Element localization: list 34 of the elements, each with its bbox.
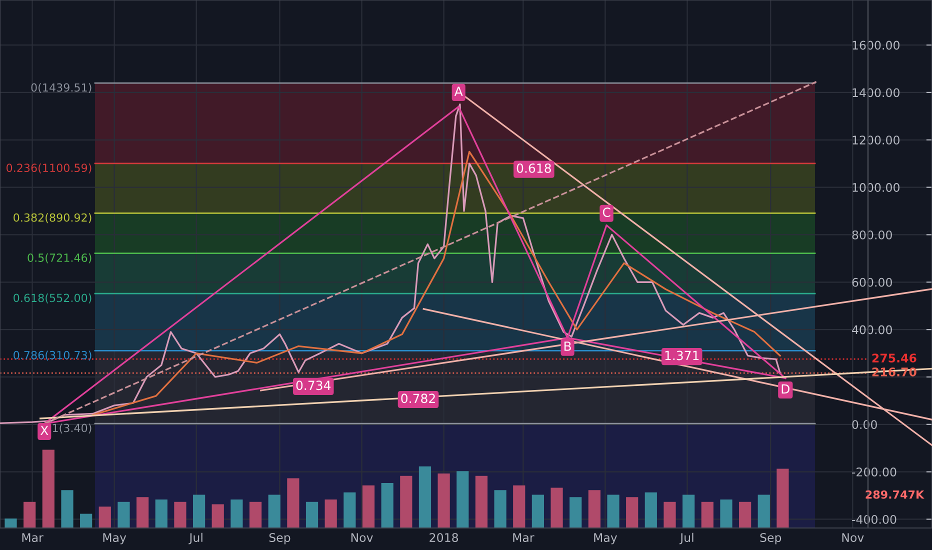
annotation: 1.371 (665, 350, 699, 360)
ref-line-label: 0.382(890.92) (14, 213, 92, 224)
annotation: 289.747K (866, 490, 924, 499)
annotation: 0.618 (516, 163, 551, 173)
annotation: X (40, 426, 48, 435)
x-tick-label: May (594, 533, 618, 544)
x-tick-label: Sep (269, 533, 290, 544)
y-tick-label: 1400.00 (852, 88, 900, 98)
x-tick-label: Jul (188, 532, 202, 544)
annotation: B (564, 342, 571, 351)
annotation: 0.734 (296, 380, 331, 390)
y-tick-label: 1600.00 (852, 40, 900, 50)
x-tick-label: Sep (760, 533, 782, 544)
x-tick-label: Mar (513, 533, 534, 542)
ref-line-label: 1(3.40) (52, 424, 92, 434)
annotation: D (782, 384, 790, 394)
y-tick-label: 1000.00 (852, 183, 900, 192)
annotation: 0.782 (401, 394, 435, 404)
x-tick-label: Nov (842, 533, 864, 542)
annotation: A (454, 86, 463, 96)
y-tick-label: -200.00 (852, 468, 896, 476)
x-tick-label: May (103, 533, 126, 544)
ref-line-label: 275.46 (872, 354, 916, 363)
x-tick-label: 2018 (430, 533, 458, 542)
x-tick-label: Mar (22, 533, 44, 542)
x-tick-label: Nov (351, 533, 373, 542)
ref-line-label: 0.5(721.46) (28, 253, 92, 264)
x-tick-label: Jul (680, 532, 694, 544)
annotation: C (602, 208, 610, 218)
ref-line-label: 0.786(310.73) (14, 350, 92, 361)
ref-line-label: 0(1439.51) (31, 83, 92, 94)
y-tick-label: -400.00 (852, 514, 896, 524)
ref-line-label: 0.618(552.00) (14, 294, 92, 304)
ref-line-label: 0.236(1100.59) (6, 163, 92, 174)
